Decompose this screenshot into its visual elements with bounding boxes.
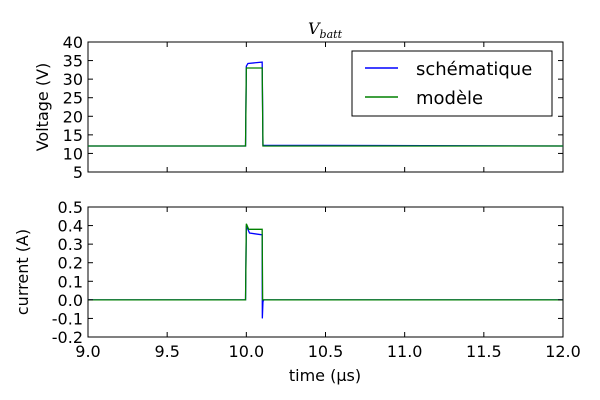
current-x-tick-label: 11.0 bbox=[387, 342, 423, 361]
current-x-tick-label: 12.0 bbox=[545, 342, 581, 361]
current-plot-area bbox=[87, 206, 564, 338]
x-axis-label: time (µs) bbox=[289, 366, 361, 385]
voltage-y-tick-label: 40 bbox=[63, 33, 83, 52]
current-series-group bbox=[88, 223, 563, 319]
current-y-tick-label: 0.3 bbox=[58, 235, 83, 254]
current-series-modele bbox=[88, 223, 563, 301]
voltage-series-group bbox=[88, 61, 564, 147]
current-y-axis-label: current (A) bbox=[13, 229, 32, 315]
legend: schématique modèle bbox=[351, 50, 553, 117]
chart-title: Vbatt bbox=[308, 19, 343, 41]
voltage-y-tick-label: 15 bbox=[63, 126, 83, 145]
legend-box bbox=[351, 50, 553, 117]
current-y-tick-label: -0.1 bbox=[52, 309, 83, 328]
voltage-y-tick-label: 30 bbox=[63, 70, 83, 89]
voltage-y-tick-label: 5 bbox=[73, 163, 83, 182]
current-panel: -0.2-0.10.00.10.20.30.40.5 9.0 9.5 10.0 10.… bbox=[13, 198, 581, 385]
voltage-x-ticks bbox=[87, 42, 564, 172]
current-x-tick-label: 10.5 bbox=[308, 342, 344, 361]
voltage-series-modele bbox=[88, 67, 563, 147]
current-x-tick-label: 10.0 bbox=[229, 342, 265, 361]
current-x-ticks: 9.0 9.5 10.0 10.5 11.0 11.5 12.0 bbox=[75, 207, 581, 361]
voltage-y-tick-label: 10 bbox=[63, 144, 83, 163]
current-y-tick-label: 0.5 bbox=[58, 198, 83, 217]
current-y-tick-label: 0.4 bbox=[58, 217, 83, 236]
current-y-tick-label: 0.2 bbox=[58, 254, 83, 273]
current-x-tick-label: 9.0 bbox=[75, 342, 100, 361]
current-y-tick-label: 0.0 bbox=[58, 291, 83, 310]
legend-label-modele: modèle bbox=[416, 88, 483, 109]
legend-label-schematique: schématique bbox=[416, 59, 532, 80]
current-x-tick-label: 9.5 bbox=[154, 342, 179, 361]
current-y-tick-label: 0.1 bbox=[58, 272, 83, 291]
chart-title-main: V bbox=[308, 19, 321, 38]
voltage-y-axis-label: Voltage (V) bbox=[33, 63, 52, 152]
current-y-ticks: -0.2-0.10.00.10.20.30.40.5 bbox=[52, 198, 563, 347]
current-x-tick-label: 11.5 bbox=[466, 342, 502, 361]
chart-title-subscript: batt bbox=[320, 28, 343, 41]
current-y-tick-label: -0.2 bbox=[52, 328, 83, 347]
voltage-y-tick-label: 25 bbox=[63, 89, 83, 108]
voltage-y-tick-label: 20 bbox=[63, 107, 83, 126]
voltage-y-tick-label: 35 bbox=[63, 52, 83, 71]
